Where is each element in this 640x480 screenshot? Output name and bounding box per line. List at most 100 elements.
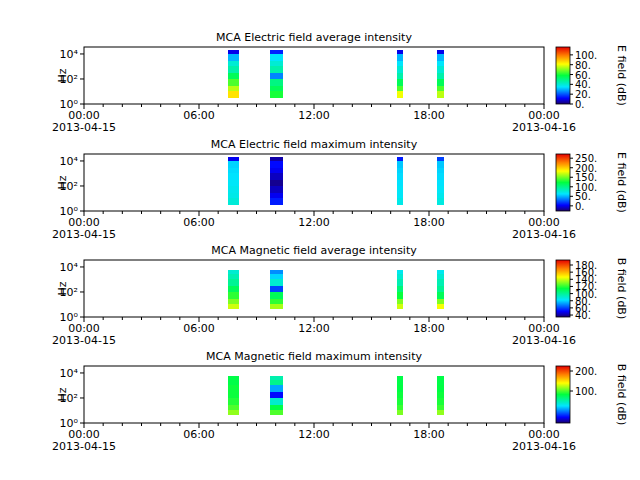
x-minor-tick — [122, 423, 123, 426]
heatmap-cell — [228, 61, 239, 67]
x-tick-label-line: 2013-04-15 — [52, 440, 116, 453]
x-tick-label-line: 12:00 — [298, 428, 330, 441]
colorbar-tick-label: 250. — [575, 153, 597, 164]
colorbar-tick — [570, 307, 573, 308]
heatmap-cell — [437, 180, 444, 186]
heatmap-cell — [397, 50, 403, 54]
heatmap-cell — [228, 193, 239, 199]
heatmap-cell — [437, 292, 444, 299]
y-tick — [80, 266, 84, 267]
x-minor-tick — [371, 104, 372, 107]
heatmap-cell — [270, 405, 283, 411]
x-minor-tick — [505, 211, 506, 214]
colorbar-tick-label: 80. — [575, 60, 591, 71]
x-minor-tick — [524, 211, 525, 214]
heatmap-cell — [270, 398, 283, 405]
colorbar-tick — [570, 54, 573, 55]
y-tick — [80, 53, 84, 54]
panel-title: MCA Electric field average intensity — [216, 31, 412, 44]
colorbar — [556, 47, 570, 104]
heatmap-cell — [437, 86, 444, 92]
x-tick-label-line: 18:00 — [413, 322, 445, 335]
y-axis-title: Hz — [56, 387, 69, 401]
panel: MCA Magnetic field average intensity00:0… — [52, 244, 628, 347]
heatmap-cell — [270, 66, 283, 73]
y-tick-label: 10⁴ — [60, 155, 79, 168]
heatmap-cell — [228, 54, 239, 61]
heatmap-cell — [228, 304, 239, 309]
x-minor-tick — [371, 423, 372, 426]
heatmap-cell — [228, 86, 239, 92]
heatmap-cell — [270, 279, 283, 286]
x-tick-label: 00:002013-04-16 — [512, 428, 576, 453]
colorbar-tick-label: 50. — [575, 191, 591, 202]
x-tick-label-line: 18:00 — [413, 109, 445, 122]
heatmap-cell — [228, 274, 239, 280]
heatmap-cell — [397, 398, 403, 405]
heatmap-cell — [228, 279, 239, 286]
x-tick-label: 18:00 — [413, 216, 445, 229]
plot-frame — [84, 260, 544, 317]
x-minor-tick — [256, 317, 257, 320]
heatmap-cell — [397, 270, 403, 274]
y-tick-label: 10⁴ — [60, 261, 79, 274]
x-minor-tick — [333, 423, 334, 426]
x-minor-tick — [179, 104, 180, 107]
x-minor-tick — [352, 423, 353, 426]
colorbar-tick-label: 100. — [575, 50, 597, 61]
heatmap-cell — [397, 405, 403, 411]
y-tick-label: 10⁰ — [60, 417, 79, 430]
heatmap-cell — [437, 392, 444, 398]
heatmap-cell — [437, 91, 444, 98]
x-minor-tick — [409, 317, 410, 320]
plot-frame — [84, 154, 544, 211]
colorbar-tick-label: 40. — [575, 79, 591, 90]
heatmap-cell — [397, 286, 403, 292]
heatmap-cell — [228, 66, 239, 73]
x-minor-tick — [179, 423, 180, 426]
x-minor-tick — [467, 423, 468, 426]
y-tick-label: 10⁴ — [60, 367, 79, 380]
heatmap-cell — [437, 376, 444, 380]
x-tick-label-line: 2013-04-16 — [512, 334, 576, 347]
heatmap-cell — [437, 193, 444, 199]
panel-title: MCA Magnetic field maximum intensity — [206, 350, 422, 363]
heatmap-cell — [437, 161, 444, 168]
x-tick-label-line: 2013-04-15 — [52, 334, 116, 347]
y-tick-label: 10⁴ — [60, 48, 79, 61]
heatmap-cell — [228, 405, 239, 411]
colorbar-title: B field (dB) — [615, 258, 628, 319]
cells — [228, 376, 444, 416]
x-minor-tick — [237, 317, 238, 320]
x-minor-tick — [103, 423, 104, 426]
x-minor-tick — [448, 211, 449, 214]
x-minor-tick — [448, 317, 449, 320]
heatmap-cell — [437, 270, 444, 274]
heatmap-cell — [270, 186, 283, 193]
heatmap-cell — [437, 173, 444, 180]
plot-frame — [84, 47, 544, 104]
heatmap-cell — [228, 410, 239, 415]
colorbar-tick-label: 0. — [575, 201, 585, 212]
x-minor-tick — [275, 211, 276, 214]
heatmap-cell — [397, 376, 403, 380]
x-minor-tick — [218, 317, 219, 320]
heatmap-cell — [270, 180, 283, 186]
colorbar-tick — [570, 279, 573, 280]
heatmap-cell — [270, 50, 283, 54]
x-minor-tick — [333, 317, 334, 320]
heatmap-cell — [397, 292, 403, 299]
x-tick-label-line: 2013-04-16 — [512, 440, 576, 453]
heatmap-cell — [270, 385, 283, 392]
heatmap-cell — [397, 410, 403, 415]
x-minor-tick — [122, 104, 123, 107]
x-minor-tick — [141, 423, 142, 426]
x-minor-tick — [390, 104, 391, 107]
heatmap-cell — [270, 193, 283, 199]
heatmap-cell — [228, 380, 239, 386]
x-tick-label-line: 2013-04-16 — [512, 228, 576, 241]
heatmap-cell — [397, 61, 403, 67]
x-tick-label-line: 12:00 — [298, 322, 330, 335]
heatmap-cell — [397, 299, 403, 305]
x-tick-label: 06:00 — [183, 109, 215, 122]
